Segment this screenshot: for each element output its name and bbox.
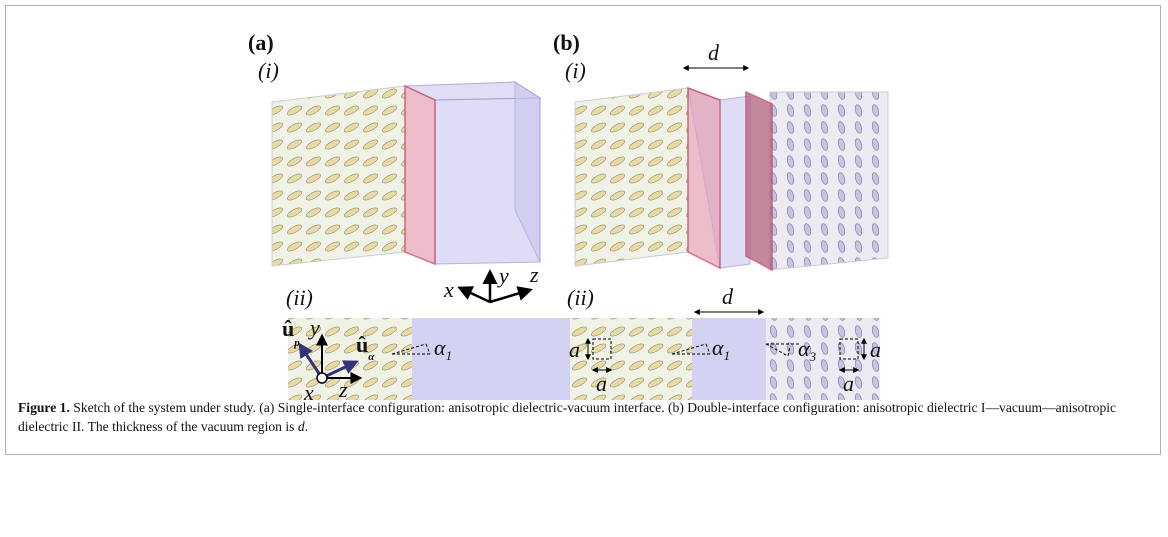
lattice-label: a (596, 371, 607, 396)
panel-label: (b) (553, 30, 580, 55)
symbol: û (356, 332, 368, 357)
subscript: 1 (446, 348, 453, 363)
caption-text: Sketch of the system under study. (a) Si… (18, 400, 1116, 434)
caption-variable: d (298, 419, 305, 434)
thickness-label: d (722, 284, 734, 309)
thickness-label: d (708, 40, 720, 65)
symbol: û (282, 316, 294, 341)
panel-label: (a) (248, 30, 274, 55)
subpanel-label: (i) (565, 58, 586, 83)
subscript: p (293, 337, 300, 349)
dielectric-block (770, 92, 888, 270)
symbol: α (434, 335, 446, 360)
subscript: 3 (809, 349, 817, 364)
subpanel-label: (ii) (286, 285, 313, 310)
interface-plane (688, 88, 720, 268)
lattice-label: a (870, 337, 881, 362)
subscript: α (368, 351, 375, 363)
axis-out-of-plane (317, 373, 327, 383)
lattice-label: a (843, 371, 854, 396)
axis-label: z (529, 262, 539, 287)
interface-plane (405, 86, 435, 264)
caption: Figure 1. Sketch of the system under stu… (18, 398, 1148, 436)
dielectric-block (272, 86, 405, 266)
symbol: α (712, 335, 724, 360)
caption-end: . (305, 419, 308, 434)
axis-label: y (497, 263, 509, 288)
axis-arrow (460, 288, 490, 302)
axis-arrow (490, 290, 530, 302)
axis-label: y (308, 315, 320, 340)
axis-label: z (338, 377, 348, 400)
dielectric-block (575, 88, 688, 266)
axis-label: x (303, 380, 314, 400)
page: (a) (i) y z x (b) (i) d (ii) y z x (0, 0, 1168, 537)
figure: (a) (i) y z x (b) (i) d (ii) y z x (0, 0, 1168, 400)
subpanel-label: (i) (258, 58, 279, 83)
caption-label: Figure 1. (18, 400, 70, 415)
dielectric-region (766, 318, 880, 400)
symbol: α (798, 336, 810, 361)
lattice-label: a (569, 337, 580, 362)
subscript: 1 (724, 348, 731, 363)
subpanel-label: (ii) (567, 285, 594, 310)
axis-label: x (443, 277, 454, 302)
interface-plane (746, 92, 772, 270)
